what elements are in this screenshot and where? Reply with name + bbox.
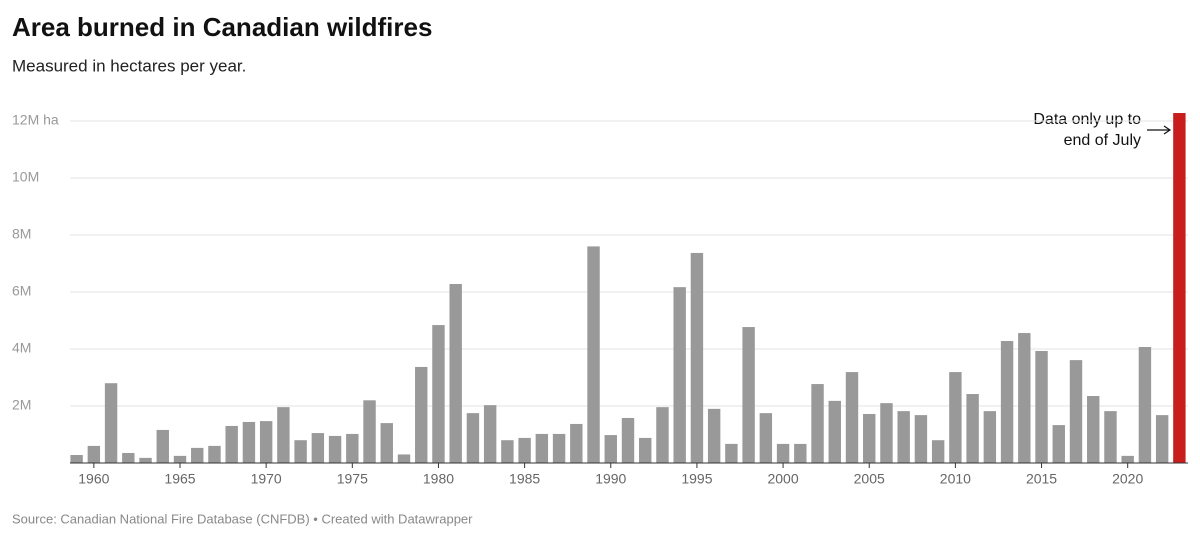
x-tick-label: 1985 <box>509 471 540 487</box>
bar <box>1173 113 1186 464</box>
bar <box>1104 411 1117 463</box>
bar <box>1052 425 1065 463</box>
bar <box>397 454 411 463</box>
bar <box>742 327 755 463</box>
bar <box>87 445 101 463</box>
bar <box>725 443 738 463</box>
bar <box>1000 341 1014 463</box>
y-tick-label: 2M <box>12 397 31 413</box>
y-tick-label: 4M <box>12 340 31 356</box>
bar <box>1155 415 1169 463</box>
source: Source: Canadian National Fire Database … <box>12 511 473 526</box>
bar <box>639 437 652 463</box>
bar <box>449 284 462 463</box>
bar <box>311 433 325 463</box>
bar <box>70 455 83 463</box>
bar <box>501 440 514 463</box>
bar <box>570 423 583 463</box>
x-tick-label: 1990 <box>595 471 626 487</box>
bar <box>914 415 928 463</box>
bar <box>1087 396 1100 463</box>
bar <box>707 408 721 463</box>
bar <box>880 403 893 463</box>
bar <box>346 433 359 463</box>
bar <box>380 423 393 463</box>
bar <box>156 429 169 463</box>
x-tick-label: 1960 <box>78 471 109 487</box>
bar <box>776 443 790 463</box>
bar <box>828 400 841 463</box>
bar <box>863 413 876 463</box>
bar <box>535 433 549 463</box>
bar <box>604 435 617 463</box>
bar <box>759 413 773 463</box>
bar <box>294 440 307 463</box>
bar <box>225 425 238 463</box>
x-tick-label: 1995 <box>681 471 712 487</box>
bar <box>277 407 290 463</box>
bar <box>621 417 635 463</box>
bar <box>811 384 824 463</box>
bar <box>1035 350 1048 463</box>
bar <box>1121 455 1134 463</box>
bar <box>1138 347 1152 463</box>
bar <box>432 325 445 463</box>
bar <box>673 287 686 463</box>
bar <box>931 440 945 463</box>
y-tick-label: 6M <box>12 283 31 299</box>
bar <box>122 453 135 463</box>
bar <box>656 407 669 463</box>
x-tick-label: 2020 <box>1112 471 1143 487</box>
bar <box>328 435 342 463</box>
bar <box>966 394 979 463</box>
bar <box>1069 360 1083 463</box>
chart-subtitle: Measured in hectares per year. <box>12 56 246 75</box>
y-tick-label: 12M ha <box>12 112 59 128</box>
bar <box>552 433 566 463</box>
x-tick-label: 1980 <box>423 471 454 487</box>
bar <box>983 411 997 463</box>
bar <box>208 445 221 463</box>
x-tick-label: 1965 <box>164 471 195 487</box>
bar <box>587 246 600 463</box>
y-tick-label: 10M <box>12 169 39 185</box>
x-tick-label: 2010 <box>940 471 971 487</box>
bar <box>897 411 910 463</box>
bar <box>259 421 273 463</box>
bar <box>104 383 118 463</box>
annotation: Data only up to <box>1033 111 1141 128</box>
bar <box>949 372 962 463</box>
bar <box>845 372 859 463</box>
bar <box>415 366 428 463</box>
annotation-arrow <box>1147 125 1172 135</box>
chart-title: Area burned in Canadian wildfires <box>12 12 432 42</box>
bar <box>191 447 204 463</box>
x-tick-label: 2015 <box>1026 471 1057 487</box>
bar <box>242 421 256 463</box>
bar <box>1018 333 1031 463</box>
bar <box>518 437 531 463</box>
x-tick-label: 2005 <box>854 471 885 487</box>
bar <box>690 252 704 463</box>
bar <box>483 405 497 463</box>
bar <box>363 400 376 463</box>
bar <box>139 457 152 463</box>
bar <box>794 443 807 463</box>
x-tick-label: 1970 <box>251 471 282 487</box>
x-tick-label: 2000 <box>767 471 798 487</box>
bar <box>173 455 187 463</box>
bar <box>466 413 480 463</box>
annotation: end of July <box>1064 132 1141 149</box>
x-tick-label: 1975 <box>337 471 368 487</box>
y-tick-label: 8M <box>12 226 31 242</box>
